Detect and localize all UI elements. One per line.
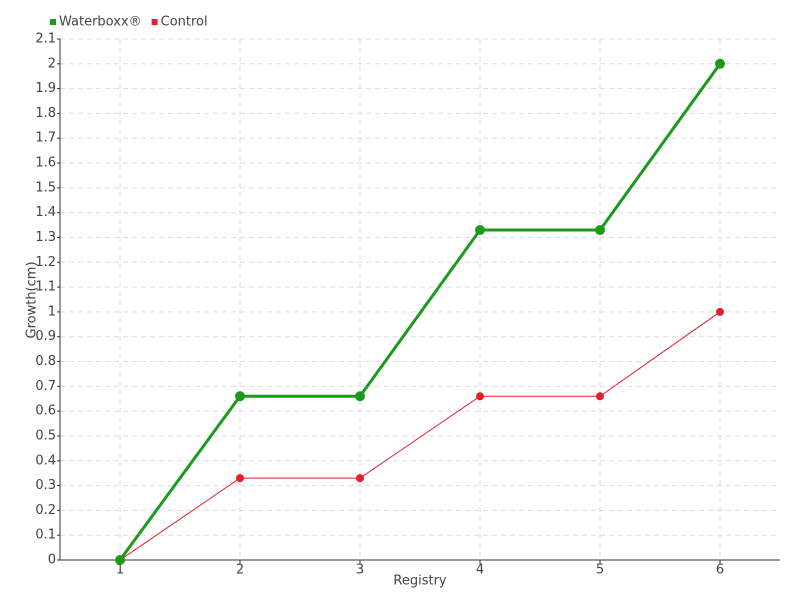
data-point [236,474,244,483]
y-tick-label: 1.6 [35,156,56,171]
y-tick-label: 0 [48,553,56,568]
series-line [119,311,721,561]
data-point [475,225,485,236]
y-tick-label: 0.4 [35,453,56,468]
y-axis-label: Growth(cm) [25,261,40,338]
y-tick-label: 1.8 [35,106,56,121]
x-tick-label: 2 [236,563,244,578]
x-axis-label: Registry [393,574,447,589]
data-point [235,391,245,402]
y-tick-label: 0.8 [35,354,56,369]
legend-label: Control [161,15,208,30]
y-tick-label: 1.3 [35,230,56,245]
y-tick-label: 0.6 [35,404,56,419]
y-tick-label: 1.1 [35,280,56,295]
y-tick-label: 1.9 [35,81,56,96]
y-tick-label: 0.5 [35,428,56,443]
y-tick-label: 0.7 [35,379,56,394]
data-point [715,58,725,69]
legend-swatch [50,19,56,25]
data-point [356,474,364,483]
y-tick-label: 0.2 [35,503,56,518]
y-tick-label: 0.9 [35,329,56,344]
x-tick-label: 1 [116,563,124,578]
x-tick-label: 3 [356,563,364,578]
x-tick-label: 5 [596,563,604,578]
data-point [596,392,604,401]
x-tick-label: 4 [476,563,484,578]
y-tick-label: 1.5 [35,180,56,195]
y-tick-label: 1.7 [35,131,56,146]
legend-label: Waterboxx® [59,15,142,30]
legend-swatch [151,19,158,25]
y-tick-label: 0.1 [35,528,56,543]
y-tick-label: 1 [48,304,56,319]
y-tick-label: 1.2 [35,255,56,270]
y-tick-label: 1.4 [35,205,56,220]
y-tick-label: 0.3 [35,478,56,493]
data-point [716,307,724,316]
y-tick-label: 2.1 [35,32,56,47]
data-point [115,555,125,565]
x-tick-label: 6 [716,563,724,578]
data-point [355,391,365,402]
y-tick-label: 2 [48,56,56,71]
data-point [595,225,605,236]
series-line [118,62,722,561]
data-point [476,392,484,401]
